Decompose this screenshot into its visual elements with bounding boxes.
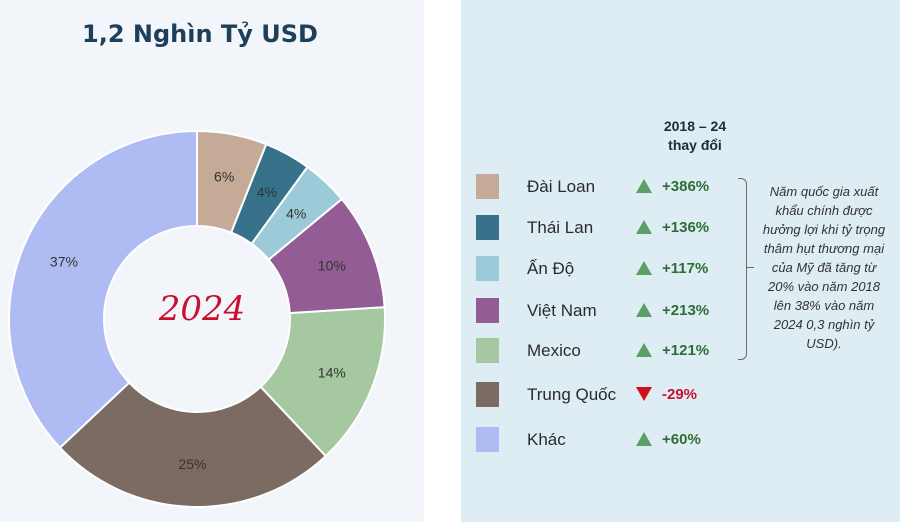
up-arrow-icon <box>636 303 652 317</box>
legend-item-dai-loan: Đài Loan +386% <box>476 174 746 204</box>
donut-slice <box>8 129 198 450</box>
legend-item-thai-lan: Thái Lan +136% <box>476 215 746 245</box>
annotation-note: Năm quốc gia xuất khẩu chính được hưởng … <box>762 184 886 351</box>
slice-percent-label: 4% <box>257 184 277 200</box>
legend-swatch <box>476 256 499 281</box>
donut-slice <box>58 381 328 508</box>
up-arrow-icon <box>636 220 652 234</box>
chart-title: 1,2 Nghìn Tỷ USD <box>82 20 318 48</box>
legend-swatch <box>476 298 499 323</box>
slice-percent-label: 25% <box>178 456 206 472</box>
legend-item-label: Thái Lan <box>527 218 594 237</box>
legend-item-label: Việt Nam <box>527 301 597 320</box>
legend-swatch <box>476 215 499 240</box>
legend-item-khac: Khác +60% <box>476 427 746 457</box>
up-arrow-icon <box>636 261 652 275</box>
slice-percent-label: 14% <box>318 364 346 380</box>
legend-item-trung-quoc: Trung Quốc -29% <box>476 382 746 412</box>
legend-bracket-tick <box>747 267 754 268</box>
change-value: +136% <box>662 219 710 236</box>
legend-swatch <box>476 382 499 407</box>
donut-chart: 6% 4% 4% 10% 14% 25% 37% 2024 <box>8 129 386 508</box>
legend-item-label: Ấn Độ <box>527 259 575 278</box>
slice-percent-label: 37% <box>50 253 78 269</box>
slice-percent-label: 6% <box>214 169 234 185</box>
slice-labels: 6% 4% 4% 10% 14% 25% 37% <box>50 169 346 472</box>
up-arrow-icon <box>636 179 652 193</box>
legend-item-label: Trung Quốc <box>527 385 617 404</box>
legend-item-label: Mexico <box>527 341 581 360</box>
change-value: -29% <box>662 386 698 403</box>
down-arrow-icon <box>636 387 652 401</box>
change-value: +213% <box>662 302 710 319</box>
legend-item-label: Đài Loan <box>527 177 596 196</box>
legend-bracket <box>738 178 747 360</box>
up-arrow-icon <box>636 343 652 357</box>
legend-swatch <box>476 427 499 452</box>
change-value: +60% <box>662 431 701 448</box>
legend-item-viet-nam: Việt Nam +213% <box>476 298 746 328</box>
legend-swatch <box>476 338 499 363</box>
change-value: +117% <box>662 260 709 277</box>
legend-item-an-do: Ấn Độ +117% <box>476 256 746 286</box>
change-header-period: 2018 – 24 <box>663 118 727 134</box>
change-value: +386% <box>662 178 710 195</box>
legend-panel <box>461 0 900 522</box>
slice-percent-label: 4% <box>286 205 306 221</box>
change-column-header: 2018 – 24 thay đổi <box>640 117 750 155</box>
legend-swatch <box>476 174 499 199</box>
change-header-label: thay đổi <box>668 137 722 153</box>
change-value: +121% <box>662 342 710 359</box>
center-year-label: 2024 <box>158 289 246 329</box>
legend-item-mexico: Mexico +121% <box>476 338 746 368</box>
legend-item-label: Khác <box>527 430 566 449</box>
donut-slices <box>8 129 386 508</box>
up-arrow-icon <box>636 432 652 446</box>
slice-percent-label: 10% <box>318 258 346 274</box>
